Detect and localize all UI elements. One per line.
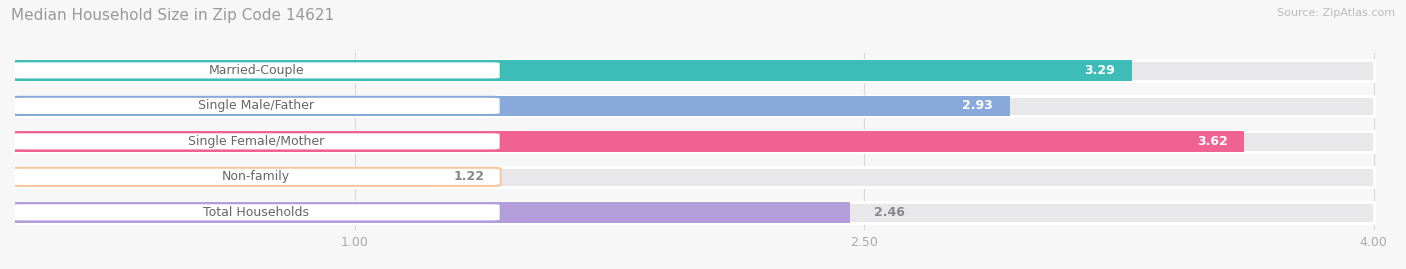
Text: Median Household Size in Zip Code 14621: Median Household Size in Zip Code 14621 [11, 8, 335, 23]
Text: Single Male/Father: Single Male/Father [198, 99, 314, 112]
Text: Married-Couple: Married-Couple [208, 64, 304, 77]
Bar [15, 95, 1374, 116]
FancyBboxPatch shape [11, 132, 501, 150]
Text: Total Households: Total Households [202, 206, 309, 219]
Text: 2.93: 2.93 [962, 99, 993, 112]
Bar [15, 60, 1374, 81]
Bar [15, 60, 1132, 81]
Text: 3.29: 3.29 [1084, 64, 1115, 77]
Text: Non-family: Non-family [222, 170, 290, 183]
Bar [15, 131, 1244, 152]
Bar [15, 202, 1374, 223]
Text: 1.22: 1.22 [453, 170, 484, 183]
FancyBboxPatch shape [11, 61, 501, 80]
Text: 2.46: 2.46 [875, 206, 905, 219]
Bar [15, 167, 1374, 187]
Text: Source: ZipAtlas.com: Source: ZipAtlas.com [1277, 8, 1395, 18]
Text: Single Female/Mother: Single Female/Mother [188, 135, 325, 148]
Bar [15, 167, 429, 187]
FancyBboxPatch shape [11, 203, 501, 221]
Text: 3.62: 3.62 [1197, 135, 1227, 148]
Bar [15, 202, 851, 223]
FancyBboxPatch shape [11, 97, 501, 115]
Bar [15, 131, 1374, 152]
FancyBboxPatch shape [11, 168, 501, 186]
Bar [15, 95, 1010, 116]
